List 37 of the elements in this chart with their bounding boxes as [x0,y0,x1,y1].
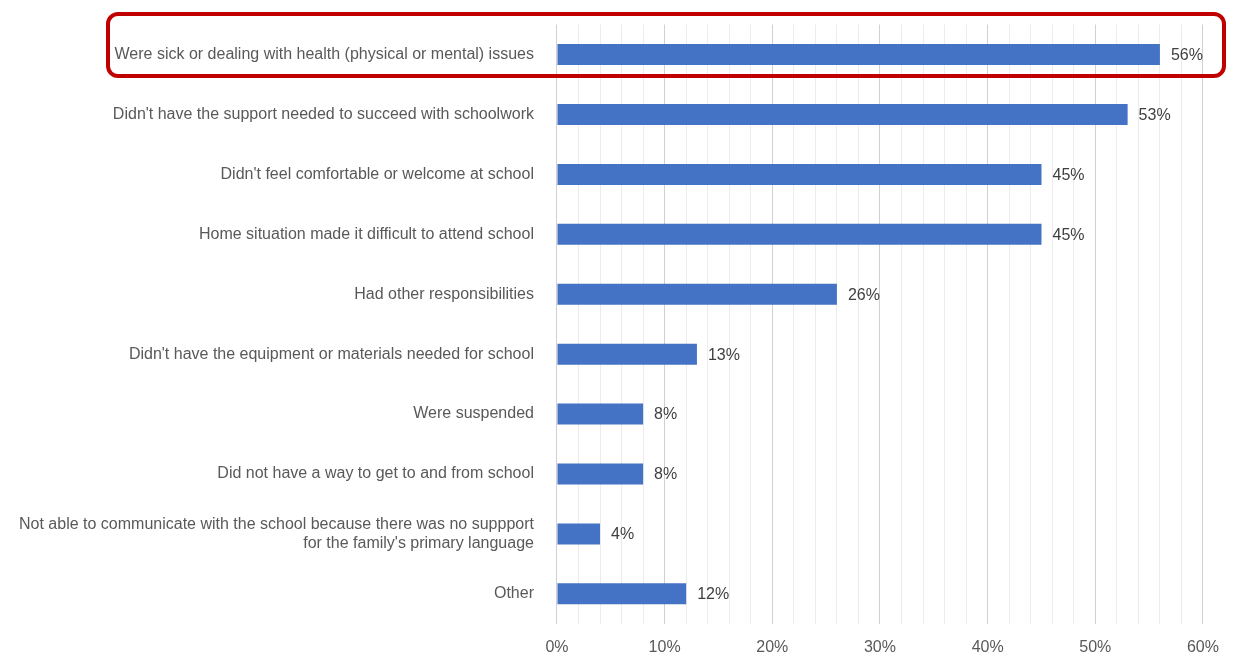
y-tick-label: Didn't have the equipment or materials needed for school [128,344,534,362]
bar [557,463,644,485]
data-label: 56% [1170,45,1203,63]
bar [557,343,697,365]
y-tick-label: Not able to communicate with the school because there was no suppport for the family's primary language [18,514,535,551]
x-tick-label: 40% [971,637,1004,655]
y-tick-label: Didn't have the support needed to succeed with schoolwork [112,104,535,122]
bar [557,283,837,305]
x-tick-label: 50% [1079,637,1112,655]
bar [557,403,644,425]
data-label: 4% [611,525,635,543]
y-tick-label: Didn't feel comfortable or welcome at school [220,164,534,182]
data-label: 8% [654,405,678,423]
bar [557,583,687,605]
data-label: 53% [1138,105,1171,123]
y-tick-label: Other [493,584,535,602]
x-tick-label: 30% [863,637,896,655]
y-tick-label: Had other responsibilities [354,284,534,302]
bar [557,163,1042,185]
y-tick-label: Were suspended [413,404,534,422]
y-tick-label: Home situation made it difficult to attend school [198,224,534,242]
data-label: 13% [707,345,740,363]
bar [557,523,601,545]
data-label: 26% [847,285,880,303]
x-tick-label: 0% [545,637,569,655]
bar [557,223,1042,245]
bar [557,44,1160,66]
x-tick-label: 20% [756,637,789,655]
data-label: 45% [1052,165,1085,183]
y-tick-label: Did not have a way to get to and from school [217,464,534,482]
x-tick-label: 10% [648,637,681,655]
y-tick-label: Were sick or dealing with health (physical or mental) issues [114,44,534,62]
bar [557,103,1128,125]
data-label: 12% [697,585,730,603]
data-label: 45% [1052,225,1085,243]
x-tick-label: 60% [1186,637,1219,655]
data-label: 8% [654,465,678,483]
